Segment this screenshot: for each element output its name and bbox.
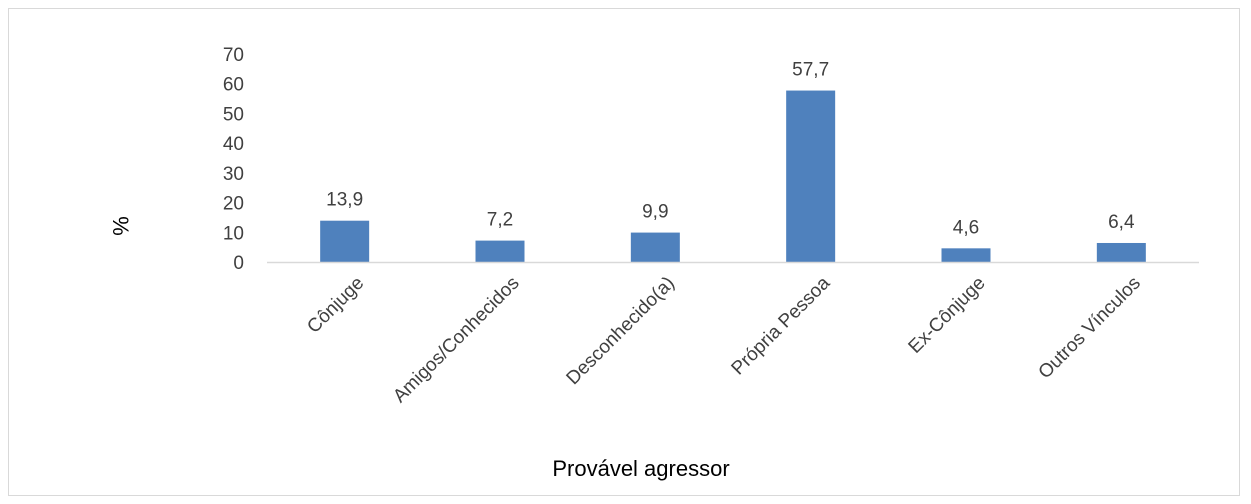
data-labels: 13,9 7,2 9,9 57,7 4,6 6,4 [326, 60, 1135, 239]
data-label: 9,9 [642, 202, 668, 223]
y-axis-title: % [109, 216, 134, 236]
category-label: Desconhecido(a) [563, 273, 679, 389]
bar [630, 232, 680, 262]
data-label: 7,2 [487, 210, 513, 231]
y-tick-label: 0 [233, 253, 244, 274]
x-axis-title: Provável agressor [552, 456, 729, 481]
y-tick-label: 30 [223, 164, 244, 185]
bar [786, 90, 836, 262]
chart-frame: 0 10 20 30 40 50 60 70 13,9 7,2 9,9 57,7 4,6 6,4 Côn… [8, 8, 1240, 496]
data-label: 57,7 [792, 60, 829, 81]
y-tick-label: 50 [223, 104, 244, 125]
bar [320, 220, 370, 262]
bar [1096, 242, 1146, 262]
category-label: Amigos/Conhecidos [389, 273, 523, 407]
y-tick-label: 10 [223, 223, 244, 244]
y-tick-label: 40 [223, 134, 244, 155]
data-label: 13,9 [326, 190, 363, 211]
y-tick-label: 60 [223, 75, 244, 96]
category-labels: Cônjuge Amigos/Conhecidos Desconhecido(a) P… [303, 272, 1145, 407]
data-label: 6,4 [1108, 212, 1135, 233]
y-axis-ticks: 0 10 20 30 40 50 60 70 [223, 45, 244, 274]
bar-chart: 0 10 20 30 40 50 60 70 13,9 7,2 9,9 57,7 4,6 6,4 Côn… [109, 45, 1199, 481]
y-tick-label: 70 [223, 45, 244, 66]
bar [475, 240, 525, 262]
data-label: 4,6 [953, 217, 979, 238]
bar [941, 248, 991, 262]
category-label: Ex-Cônjuge [905, 273, 990, 358]
category-label: Própria Pessoa [728, 272, 835, 379]
bars [320, 90, 1146, 262]
category-label: Cônjuge [303, 273, 368, 338]
y-tick-label: 20 [223, 194, 244, 215]
category-label: Outros Vínculos [1034, 273, 1144, 383]
